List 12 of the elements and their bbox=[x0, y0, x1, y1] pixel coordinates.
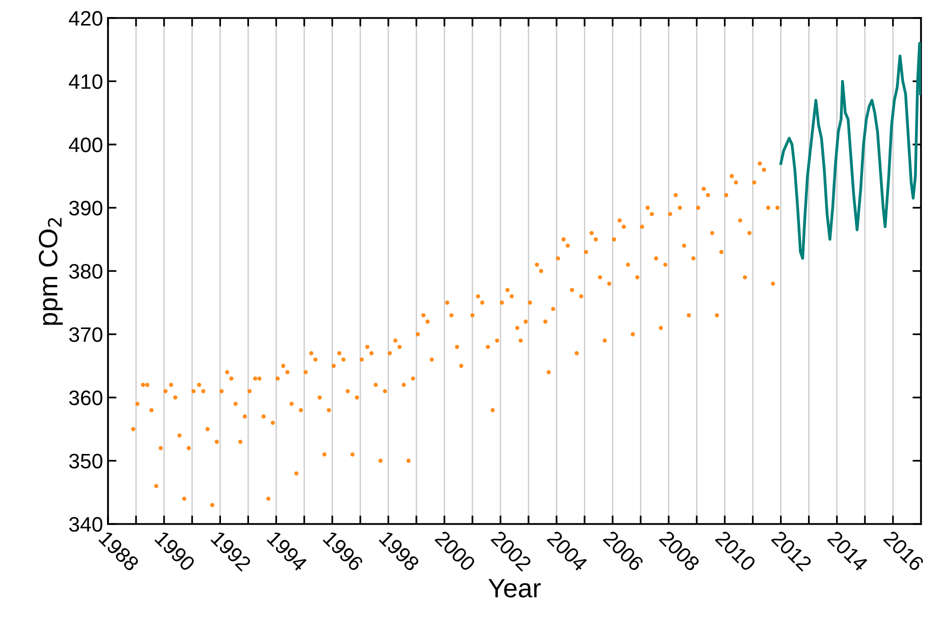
y-tick-label: 390 bbox=[69, 200, 102, 216]
y-tick-label: 360 bbox=[69, 390, 102, 406]
y-tick-label: 340 bbox=[69, 517, 102, 532]
y-tick-label: 410 bbox=[68, 74, 102, 90]
y-axis-title: ppm CO$_{2}$ bbox=[38, 218, 63, 325]
y-tick-label: 400 bbox=[68, 138, 102, 152]
line-series bbox=[779, 42, 921, 260]
x-axis-title: Year bbox=[488, 579, 541, 598]
y-tick-label: 370 bbox=[69, 327, 102, 342]
y-tick-label: 350 bbox=[69, 454, 102, 469]
y-tick-label: 380 bbox=[69, 264, 102, 279]
y-tick-label: 420 bbox=[68, 11, 102, 26]
